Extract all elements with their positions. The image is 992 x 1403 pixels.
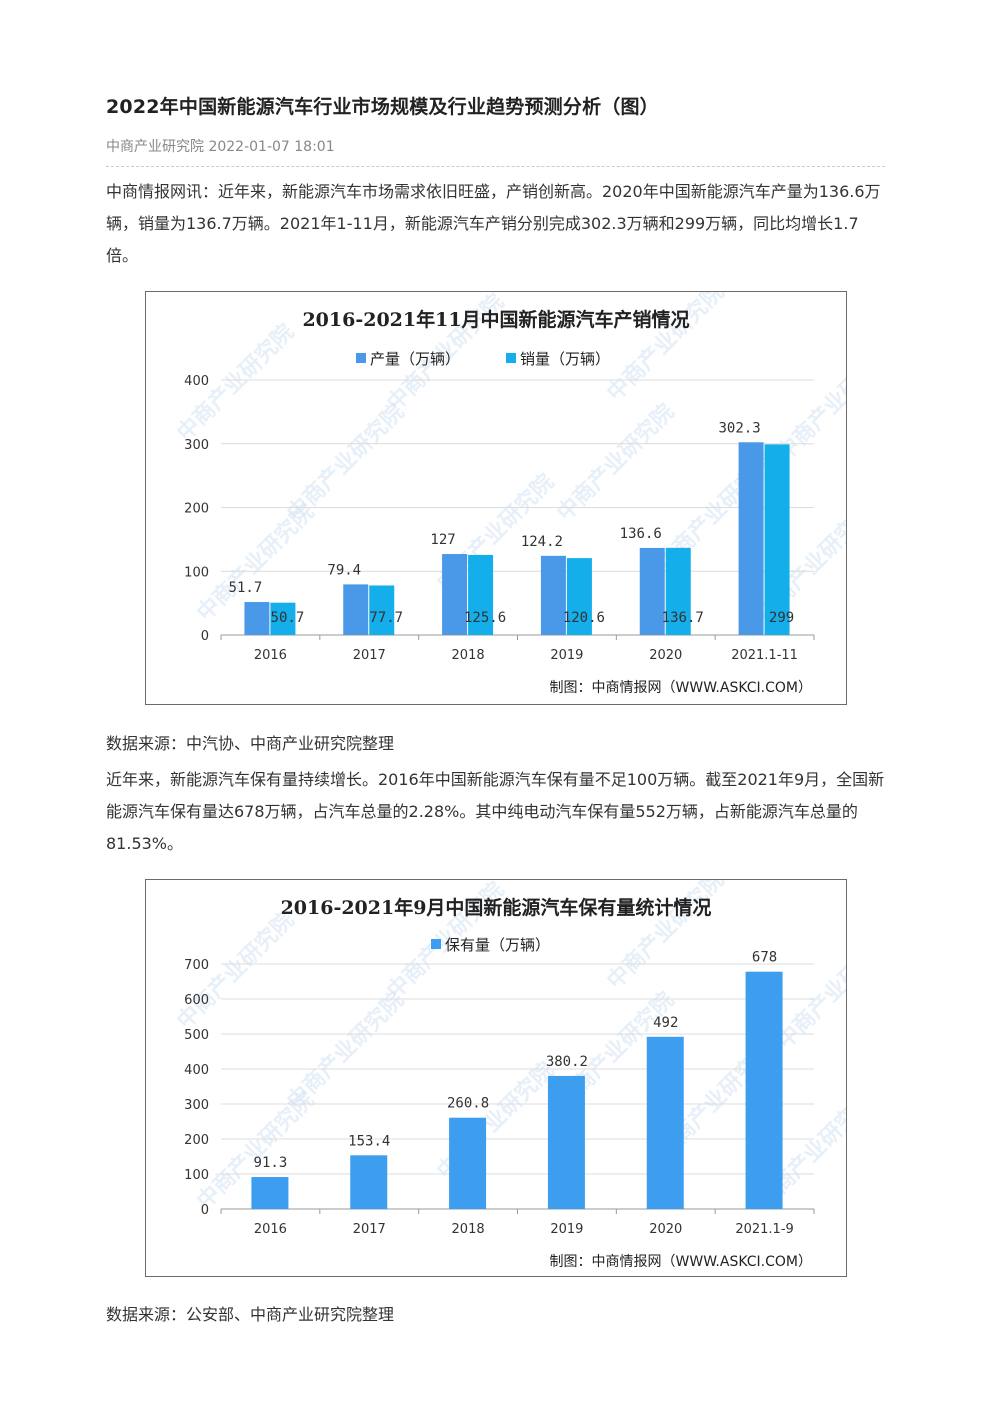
data-label: 299	[769, 610, 794, 626]
y-tick-label: 500	[184, 1028, 209, 1043]
y-tick-label: 100	[184, 1168, 209, 1183]
chart-footer: 制图：中商情报网（WWW.ASKCI.COM）	[550, 680, 812, 696]
x-tick-label: 2019	[550, 1222, 583, 1237]
bar-primary	[350, 1155, 388, 1209]
legend-swatch	[356, 353, 366, 363]
bar-secondary	[369, 585, 395, 635]
x-tick-label: 2017	[353, 648, 386, 663]
bar-primary	[738, 442, 764, 635]
bar-primary	[343, 584, 369, 635]
paragraph-1: 中商情报网讯：近年来，新能源汽车市场需求依旧旺盛，产销创新高。2020年中国新能…	[106, 182, 881, 265]
chart-ownership: 中商产业研究院 中商产业研究院 中商产业研究院 中商产业研究院 中商产业研究院 中商产业研…	[145, 879, 847, 1277]
x-tick-label: 2020	[649, 648, 682, 663]
bar-primary	[646, 1036, 684, 1209]
bar-primary	[547, 1075, 585, 1209]
y-tick-label: 100	[184, 565, 209, 580]
chart-title: 2016-2021年9月中国新能源汽车保有量统计情况	[281, 896, 712, 919]
chart-title: 2016-2021年11月中国新能源汽车产销情况	[302, 308, 689, 331]
y-tick-label: 300	[184, 1098, 209, 1113]
data-label: 492	[653, 1015, 678, 1031]
x-tick-label: 2016	[254, 648, 287, 663]
x-tick-label: 2018	[452, 1222, 485, 1237]
bar-primary	[449, 1117, 487, 1209]
watermark-text: 中商产业研究院	[772, 927, 846, 1054]
x-tick-label: 2021.1-9	[735, 1222, 793, 1237]
bar-secondary	[566, 558, 592, 635]
data-label: 124.2	[521, 534, 563, 550]
chart-production-sales: 中商产业研究院 中商产业研究院 中商产业研究院 中商产业研究院 中商产业研究院 中商产业研…	[145, 291, 847, 705]
data-label: 120.6	[563, 610, 605, 626]
x-tick-label: 2019	[550, 648, 583, 663]
bar-primary	[251, 1177, 289, 1209]
data-label: 127	[430, 532, 455, 548]
y-tick-label: 400	[184, 374, 209, 389]
x-tick-label: 2018	[452, 648, 485, 663]
data-label: 136.7	[662, 610, 704, 626]
y-tick-label: 200	[184, 1133, 209, 1148]
data-label: 260.8	[447, 1096, 489, 1112]
bar-primary	[244, 602, 270, 635]
data-label: 77.7	[369, 610, 403, 626]
paragraph-2: 近年来，新能源汽车保有量持续增长。2016年中国新能源汽车保有量不足100万辆。…	[106, 770, 885, 853]
bar-primary	[639, 547, 665, 635]
data-label: 380.2	[546, 1054, 588, 1070]
legend-swatch	[431, 939, 441, 949]
data-label: 79.4	[327, 562, 361, 578]
data-label: 125.6	[464, 610, 506, 626]
data-label: 136.6	[620, 526, 662, 542]
x-tick-label: 2016	[254, 1222, 287, 1237]
x-tick-label: 2021.1-11	[731, 648, 798, 663]
bar-primary	[442, 554, 468, 635]
data-label: 678	[752, 950, 777, 966]
y-tick-label: 0	[201, 629, 209, 644]
article-title: 2022年中国新能源汽车行业市场规模及行业趋势预测分析（图）	[106, 96, 659, 118]
data-label: 91.3	[254, 1155, 288, 1171]
bar-primary	[745, 971, 783, 1209]
bar-secondary	[665, 547, 691, 635]
data-label: 302.3	[719, 420, 761, 436]
chart-footer: 制图：中商情报网（WWW.ASKCI.COM）	[550, 1254, 812, 1270]
bar-primary	[540, 555, 566, 635]
legend-label: 产量（万辆）	[370, 350, 460, 368]
y-tick-label: 300	[184, 438, 209, 453]
source-note-1: 数据来源：中汽协、中商产业研究院整理	[106, 734, 395, 753]
data-label: 153.4	[348, 1133, 390, 1149]
y-tick-label: 700	[184, 958, 209, 973]
x-tick-label: 2020	[649, 1222, 682, 1237]
y-tick-label: 200	[184, 502, 209, 517]
legend-label: 销量（万辆）	[520, 350, 610, 368]
data-label: 50.7	[271, 610, 305, 626]
data-label: 51.7	[229, 580, 263, 596]
legend-swatch	[506, 353, 516, 363]
bar-secondary	[764, 444, 790, 635]
y-tick-label: 600	[184, 993, 209, 1008]
bar-secondary	[270, 602, 296, 635]
y-tick-label: 0	[201, 1203, 209, 1218]
x-tick-label: 2017	[353, 1222, 386, 1237]
watermark-text: 中商产业研究院	[282, 987, 409, 1114]
source-note-2: 数据来源：公安部、中商产业研究院整理	[106, 1305, 395, 1324]
y-tick-label: 400	[184, 1063, 209, 1078]
bar-secondary	[468, 554, 494, 635]
divider	[106, 166, 885, 167]
article-source-time: 中商产业研究院 2022-01-07 18:01	[106, 139, 335, 155]
legend-label: 保有量（万辆）	[445, 936, 550, 954]
